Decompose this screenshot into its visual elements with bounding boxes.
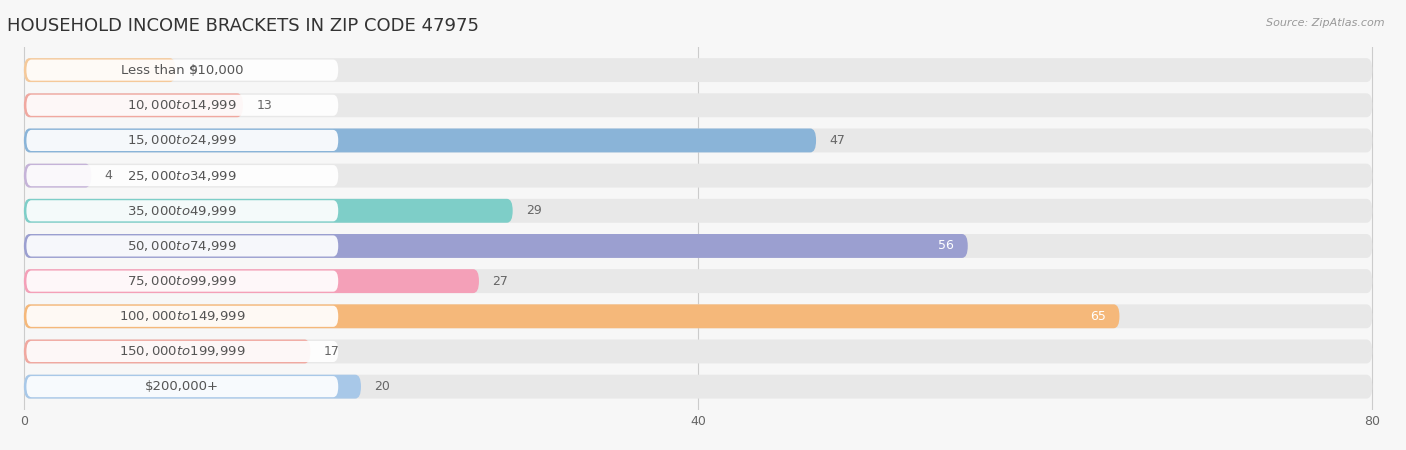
Text: $10,000 to $14,999: $10,000 to $14,999 bbox=[128, 98, 238, 112]
FancyBboxPatch shape bbox=[24, 58, 1372, 82]
FancyBboxPatch shape bbox=[24, 87, 1372, 124]
Text: 17: 17 bbox=[323, 345, 340, 358]
FancyBboxPatch shape bbox=[24, 304, 1372, 328]
Text: 27: 27 bbox=[492, 274, 509, 288]
FancyBboxPatch shape bbox=[24, 228, 1372, 264]
FancyBboxPatch shape bbox=[24, 339, 1372, 364]
FancyBboxPatch shape bbox=[24, 129, 815, 153]
FancyBboxPatch shape bbox=[24, 375, 361, 399]
Text: $200,000+: $200,000+ bbox=[145, 380, 219, 393]
Text: $25,000 to $34,999: $25,000 to $34,999 bbox=[128, 169, 238, 183]
FancyBboxPatch shape bbox=[24, 269, 479, 293]
Text: $150,000 to $199,999: $150,000 to $199,999 bbox=[120, 344, 246, 359]
FancyBboxPatch shape bbox=[27, 376, 339, 397]
FancyBboxPatch shape bbox=[24, 234, 967, 258]
FancyBboxPatch shape bbox=[24, 164, 1372, 188]
FancyBboxPatch shape bbox=[24, 304, 1119, 328]
Text: 13: 13 bbox=[256, 99, 273, 112]
FancyBboxPatch shape bbox=[24, 93, 243, 117]
Text: 4: 4 bbox=[105, 169, 112, 182]
FancyBboxPatch shape bbox=[27, 341, 339, 362]
Text: 56: 56 bbox=[938, 239, 955, 252]
FancyBboxPatch shape bbox=[24, 122, 1372, 159]
FancyBboxPatch shape bbox=[24, 158, 1372, 194]
FancyBboxPatch shape bbox=[24, 199, 1372, 223]
Text: $100,000 to $149,999: $100,000 to $149,999 bbox=[120, 309, 246, 323]
Text: $35,000 to $49,999: $35,000 to $49,999 bbox=[128, 204, 238, 218]
Text: HOUSEHOLD INCOME BRACKETS IN ZIP CODE 47975: HOUSEHOLD INCOME BRACKETS IN ZIP CODE 47… bbox=[7, 17, 479, 35]
Text: 47: 47 bbox=[830, 134, 845, 147]
FancyBboxPatch shape bbox=[24, 375, 1372, 399]
Text: $50,000 to $74,999: $50,000 to $74,999 bbox=[128, 239, 238, 253]
FancyBboxPatch shape bbox=[27, 200, 339, 221]
Text: $75,000 to $99,999: $75,000 to $99,999 bbox=[128, 274, 238, 288]
Text: $15,000 to $24,999: $15,000 to $24,999 bbox=[128, 134, 238, 148]
FancyBboxPatch shape bbox=[24, 129, 1372, 153]
FancyBboxPatch shape bbox=[24, 164, 91, 188]
Text: 65: 65 bbox=[1090, 310, 1107, 323]
FancyBboxPatch shape bbox=[24, 333, 1372, 370]
FancyBboxPatch shape bbox=[27, 235, 339, 256]
FancyBboxPatch shape bbox=[24, 339, 311, 364]
FancyBboxPatch shape bbox=[27, 165, 339, 186]
FancyBboxPatch shape bbox=[24, 269, 1372, 293]
Text: 9: 9 bbox=[188, 63, 197, 76]
FancyBboxPatch shape bbox=[27, 59, 339, 81]
FancyBboxPatch shape bbox=[24, 369, 1372, 405]
FancyBboxPatch shape bbox=[24, 93, 1372, 117]
FancyBboxPatch shape bbox=[27, 130, 339, 151]
FancyBboxPatch shape bbox=[27, 270, 339, 292]
FancyBboxPatch shape bbox=[24, 58, 176, 82]
FancyBboxPatch shape bbox=[27, 95, 339, 116]
Text: 20: 20 bbox=[374, 380, 391, 393]
FancyBboxPatch shape bbox=[27, 306, 339, 327]
FancyBboxPatch shape bbox=[24, 234, 1372, 258]
FancyBboxPatch shape bbox=[24, 199, 513, 223]
FancyBboxPatch shape bbox=[24, 52, 1372, 88]
FancyBboxPatch shape bbox=[24, 298, 1372, 335]
Text: Less than $10,000: Less than $10,000 bbox=[121, 63, 243, 76]
FancyBboxPatch shape bbox=[24, 263, 1372, 299]
Text: 29: 29 bbox=[526, 204, 541, 217]
Text: Source: ZipAtlas.com: Source: ZipAtlas.com bbox=[1267, 18, 1385, 28]
FancyBboxPatch shape bbox=[24, 193, 1372, 229]
